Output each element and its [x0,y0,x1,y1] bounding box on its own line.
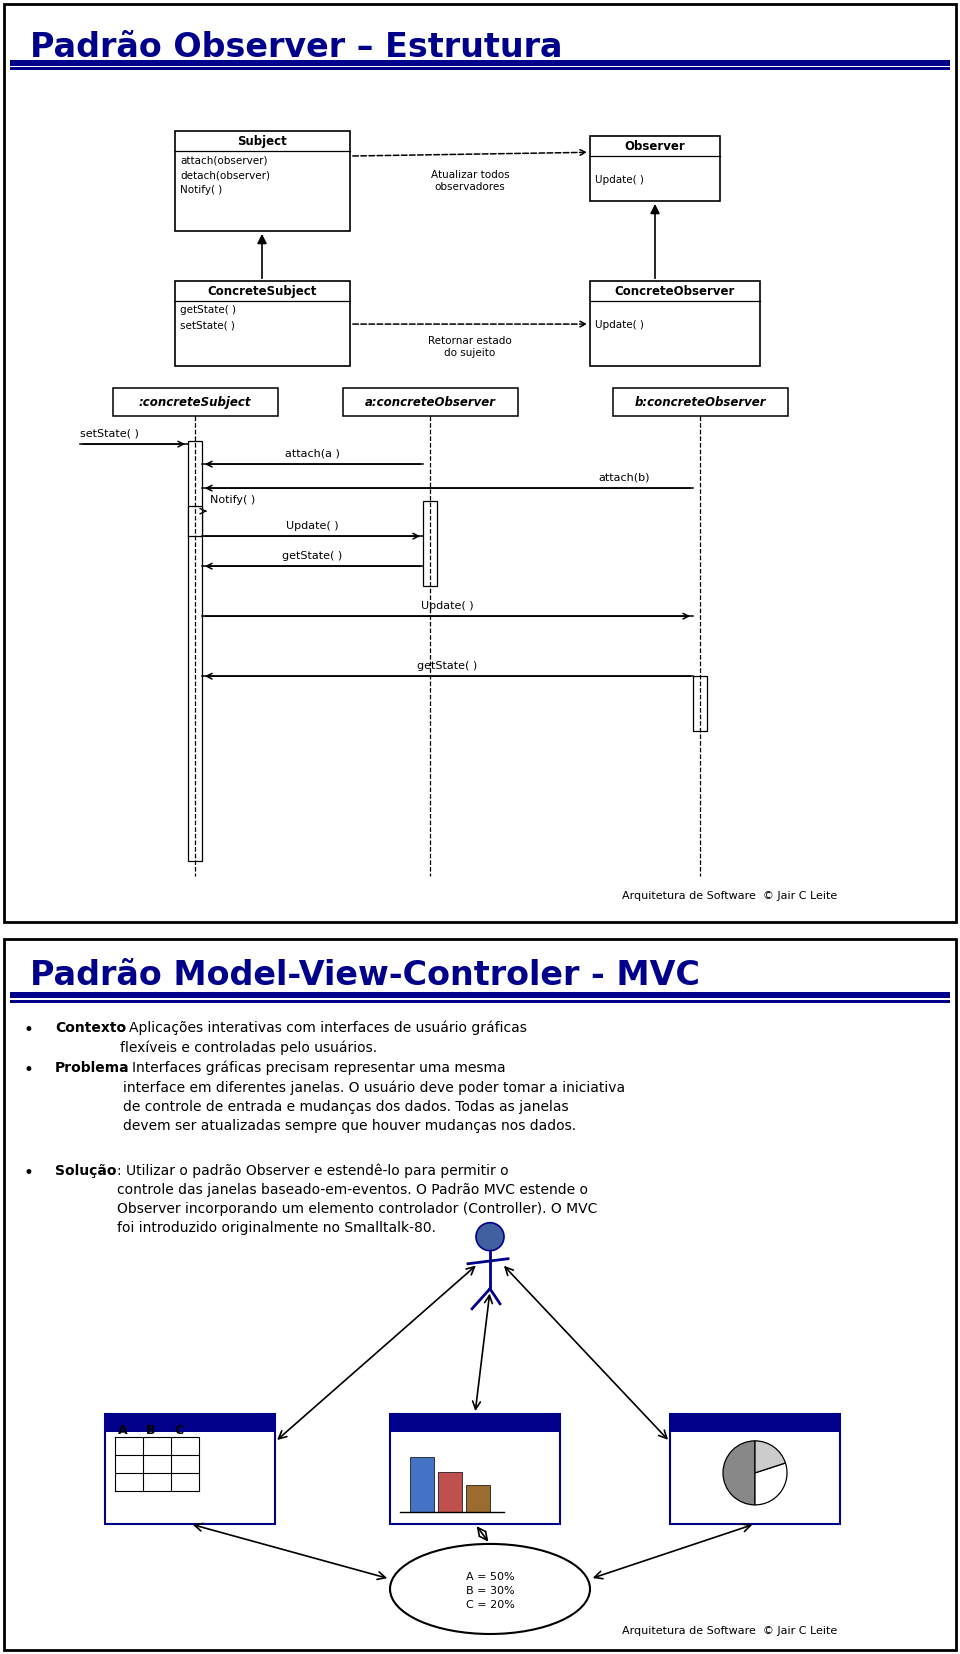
Text: A = 50%: A = 50% [466,1571,515,1581]
Bar [175,281,350,366]
Text: Notify( ): Notify( ) [210,495,255,504]
Bar [438,1472,462,1512]
Text: attach(observer): attach(observer) [180,155,268,165]
Bar [590,136,720,202]
Text: setState( ): setState( ) [80,428,139,438]
Text: Problema: Problema [55,1060,130,1075]
Ellipse shape [390,1543,590,1634]
Text: getState( ): getState( ) [418,662,478,672]
Circle shape [476,1222,504,1250]
Wedge shape [723,1441,755,1505]
Text: Contexto: Contexto [55,1021,126,1034]
Bar [105,1414,275,1523]
Bar [693,676,707,731]
Text: Update( ): Update( ) [421,600,474,612]
Text: A: A [118,1424,128,1437]
Text: attach(b): attach(b) [598,471,650,481]
Text: Arquitetura de Software  © Jair C Leite: Arquitetura de Software © Jair C Leite [622,892,838,901]
Bar [175,131,350,232]
Text: : Aplicações interativas com interfaces de usuário gráficas
flexíveis e controla: : Aplicações interativas com interfaces … [120,1021,527,1055]
Bar [612,389,787,417]
Bar [10,999,950,1002]
Bar [590,281,760,366]
Bar [10,991,950,997]
Text: :concreteSubject: :concreteSubject [139,395,252,409]
Text: •: • [23,1164,33,1181]
Text: attach(a ): attach(a ) [285,448,340,458]
Bar [670,1414,840,1432]
Wedge shape [755,1464,787,1505]
Bar [112,389,277,417]
Text: ConcreteSubject: ConcreteSubject [207,284,317,298]
Bar [423,501,437,586]
Text: B = 30%: B = 30% [466,1586,515,1596]
Text: Padrão Model-View-Controler - MVC: Padrão Model-View-Controler - MVC [30,959,700,991]
Text: : Interfaces gráficas precisam representar uma mesma
interface em diferentes jan: : Interfaces gráficas precisam represent… [123,1060,625,1133]
Text: Arquitetura de Software  © Jair C Leite: Arquitetura de Software © Jair C Leite [622,1626,838,1636]
Text: getState( ): getState( ) [282,551,343,561]
Text: getState( ): getState( ) [180,304,236,314]
Bar [105,1414,275,1432]
Bar [343,389,517,417]
Text: Update( ): Update( ) [286,521,339,531]
Text: Update( ): Update( ) [595,175,644,185]
Bar [410,1457,434,1512]
Wedge shape [755,1441,785,1472]
Text: C: C [175,1424,183,1437]
Text: C = 20%: C = 20% [466,1599,515,1609]
Bar [10,68,950,69]
Text: Observer: Observer [625,139,685,152]
Bar [188,442,202,862]
Text: Retornar estado
do sujeito: Retornar estado do sujeito [428,336,512,357]
Text: detach(observer): detach(observer) [180,170,270,180]
Text: : Utilizar o padrão Observer e estendê-lo para permitir o
controle das janelas b: : Utilizar o padrão Observer e estendê-l… [117,1164,597,1236]
Bar [10,60,950,66]
Text: Padrão Observer – Estrutura: Padrão Observer – Estrutura [30,31,563,65]
Text: Notify( ): Notify( ) [180,185,223,195]
Text: Subject: Subject [238,134,287,147]
Text: b:concreteObserver: b:concreteObserver [635,395,766,409]
Text: •: • [23,1060,33,1078]
Text: ConcreteObserver: ConcreteObserver [614,284,735,298]
Bar [390,1414,560,1523]
Text: Solução: Solução [55,1164,116,1178]
Bar [390,1414,560,1432]
Bar [466,1485,490,1512]
Text: B: B [146,1424,156,1437]
Text: •: • [23,1021,33,1039]
Bar [670,1414,840,1523]
Text: Atualizar todos
observadores: Atualizar todos observadores [431,170,510,192]
Bar [188,506,202,536]
Text: setState( ): setState( ) [180,321,235,331]
Text: Update( ): Update( ) [595,321,644,331]
Text: a:concreteObserver: a:concreteObserver [365,395,495,409]
